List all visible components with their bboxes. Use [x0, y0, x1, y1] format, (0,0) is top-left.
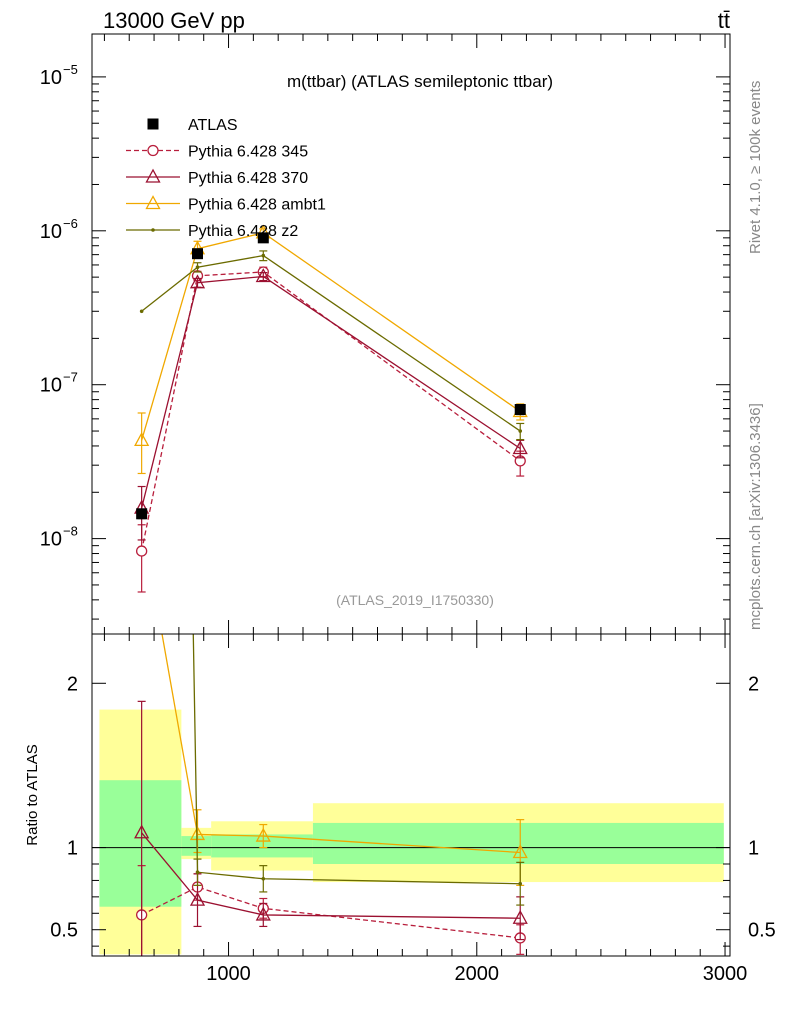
data-point [255, 827, 271, 842]
data-point [512, 844, 528, 859]
legend-item: Pythia 6.428 z2 [126, 223, 298, 240]
main-title: m(ttbar) (ATLAS semileptonic ttbar) [287, 72, 553, 91]
legend-marker [151, 228, 155, 232]
legend-label: Pythia 6.428 z2 [188, 223, 298, 240]
ratio-x-tick-label: 1000 [206, 963, 251, 985]
data-point [192, 248, 204, 260]
ratio-ylabel: Ratio to ATLAS [24, 744, 41, 845]
ratio-y-tick-label-left: 0.5 [50, 920, 78, 942]
ratio-y-tick-label-right: 0.5 [748, 920, 776, 942]
main-series-layer [134, 224, 528, 593]
data-point [261, 253, 266, 258]
series-atlas [136, 232, 526, 520]
ratio-bands [99, 709, 724, 955]
data-point [195, 870, 200, 875]
ratio-y-tick-label-left: 1 [67, 838, 78, 860]
mcplots-label: mcplots.cern.ch [arXiv:1306.3436] [747, 403, 764, 630]
legend-item: ATLAS [147, 117, 238, 134]
ratio-series-layer [134, 634, 528, 956]
legend-label: Pythia 6.428 370 [188, 170, 308, 187]
series-line [141, 275, 521, 509]
series-line [141, 886, 521, 939]
main-y-tick-exponent: −6 [63, 216, 78, 231]
main-axis-ticks [92, 34, 730, 634]
main-y-tick-label: 10 [40, 221, 62, 243]
data-point [135, 545, 148, 557]
main-y-tick-label: 10 [40, 529, 62, 551]
main-y-tick-exponent: −5 [63, 62, 78, 77]
data-point [189, 274, 206, 289]
ratio-axis-ticks [92, 634, 730, 956]
series-line [141, 254, 521, 432]
legend-marker [145, 195, 161, 210]
data-point [255, 906, 271, 921]
data-point [518, 881, 523, 886]
legend-item: Pythia 6.428 ambt1 [126, 195, 326, 214]
data-point [195, 265, 200, 270]
series-pythia-6-428-370 [134, 268, 528, 541]
series-line [141, 232, 521, 441]
main-y-tick-label: 10 [40, 375, 62, 397]
legend-marker [147, 144, 159, 157]
data-point [512, 440, 528, 455]
data-point [257, 232, 269, 244]
legend-label: Pythia 6.428 345 [188, 144, 308, 161]
uncertainty-band-green [181, 836, 212, 856]
ratio-y-tick-label-right: 1 [748, 838, 759, 860]
legend-marker [147, 118, 159, 130]
process-label: tt̄ [718, 8, 730, 33]
legend-label: Pythia 6.428 ambt1 [188, 197, 326, 214]
ratio-x-tick-label: 2000 [455, 963, 500, 985]
main-y-tick-labels: 10−810−710−610−5 [40, 62, 78, 551]
collision-label: 13000 GeV pp [103, 8, 245, 33]
data-point [136, 508, 148, 520]
ratio-y-tick-label-right: 2 [748, 673, 759, 695]
series-line [141, 832, 521, 919]
series-pythia-6-428-z2 [192, 634, 525, 906]
data-point [134, 431, 150, 446]
data-point [518, 429, 523, 433]
ratio-frame [91, 633, 731, 957]
main-panel: m(ttbar) (ATLAS semileptonic ttbar) (ATL… [40, 34, 730, 634]
main-y-tick-label: 10 [40, 67, 62, 89]
ratio-y-tick-labels: 0.5 0.5 1 1 2 2 [50, 673, 776, 941]
legend-item: Pythia 6.428 370 [126, 168, 308, 187]
ratio-y-tick-label-left: 2 [67, 673, 78, 695]
data-point [512, 909, 528, 924]
data-point [134, 824, 150, 839]
series-pythia-6-428-345 [135, 266, 526, 593]
legend: ATLAS Pythia 6.428 345 Pythia 6.428 370 Pyt… [126, 117, 326, 240]
legend-marker [145, 168, 161, 183]
data-point [514, 404, 526, 416]
data-point [139, 309, 144, 314]
ratio-x-tick-label: 3000 [703, 963, 748, 985]
data-point [261, 876, 266, 881]
ratio-panel: 0.5 0.5 1 1 2 2 1000 2000 3000 Ratio to ATLAS [24, 634, 776, 985]
ratio-x-tick-labels: 1000 2000 3000 [206, 963, 747, 985]
analysis-watermark: (ATLAS_2019_I1750330) [336, 592, 494, 608]
main-y-tick-exponent: −7 [63, 370, 78, 385]
uncertainty-band-green [211, 834, 313, 858]
series-line [141, 271, 521, 552]
main-y-tick-exponent: −8 [63, 524, 78, 539]
legend-label: ATLAS [188, 117, 238, 134]
series-line [161, 634, 521, 854]
data-point [255, 268, 271, 283]
series-line [192, 634, 521, 885]
rivet-label: Rivet 4.1.0, ≥ 100k events [747, 81, 764, 254]
data-point [189, 891, 206, 906]
series-pythia-6-428-z2 [139, 250, 525, 441]
uncertainty-band-green [99, 780, 182, 907]
legend-item: Pythia 6.428 345 [126, 144, 308, 161]
